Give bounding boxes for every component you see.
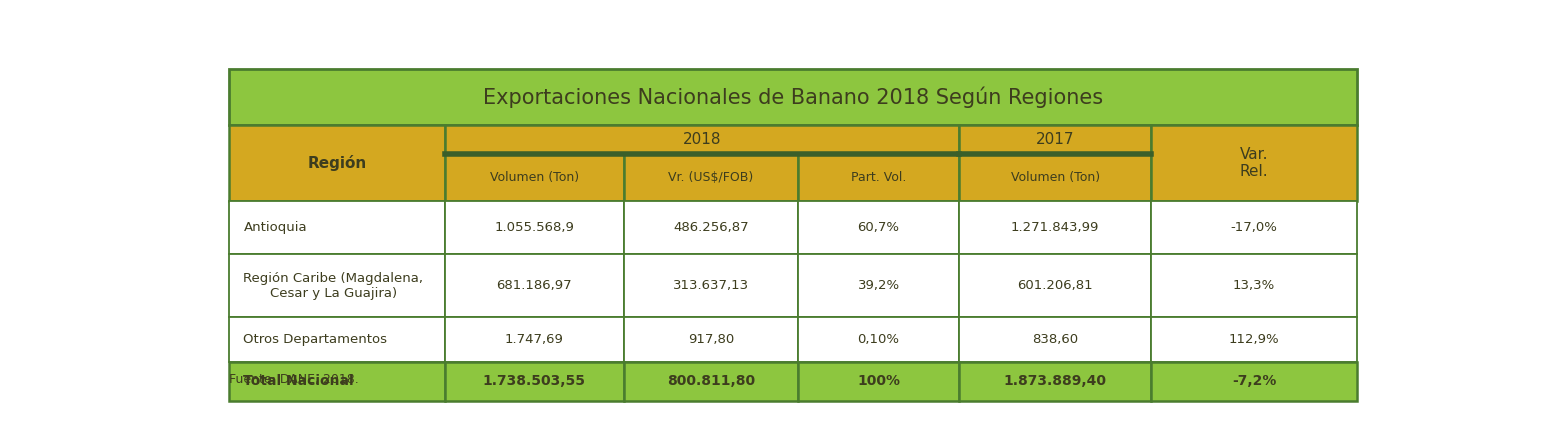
Text: Otros Departamentos: Otros Departamentos	[244, 333, 388, 346]
Bar	[445, 254, 624, 317]
Bar	[445, 201, 624, 254]
Bar	[229, 317, 445, 362]
Text: -7,2%: -7,2%	[1231, 375, 1276, 388]
Text: 13,3%: 13,3%	[1233, 279, 1275, 292]
Text: Antioquia: Antioquia	[244, 221, 307, 234]
Bar	[229, 125, 445, 201]
Bar	[797, 154, 959, 201]
Text: 100%: 100%	[857, 375, 901, 388]
Bar	[624, 201, 797, 254]
Text: 917,80: 917,80	[688, 333, 734, 346]
Bar	[445, 317, 624, 362]
Text: 681.186,97: 681.186,97	[496, 279, 572, 292]
Text: 1.873.889,40: 1.873.889,40	[1004, 375, 1106, 388]
Bar	[959, 317, 1151, 362]
Text: Región: Región	[307, 155, 366, 171]
Text: 112,9%: 112,9%	[1228, 333, 1279, 346]
Bar	[797, 201, 959, 254]
Text: Total Nacional: Total Nacional	[244, 375, 354, 388]
Bar	[797, 362, 959, 401]
Text: Part. Vol.: Part. Vol.	[851, 171, 907, 184]
Bar	[959, 154, 1151, 201]
Text: Vr. (US$/FOB): Vr. (US$/FOB)	[669, 171, 754, 184]
Bar	[1151, 125, 1357, 201]
Bar	[1151, 317, 1357, 362]
Bar	[959, 201, 1151, 254]
Text: 2017: 2017	[1037, 133, 1074, 147]
Text: 486.256,87: 486.256,87	[674, 221, 749, 234]
Text: Volumen (Ton): Volumen (Ton)	[490, 171, 579, 184]
Text: Volumen (Ton): Volumen (Ton)	[1010, 171, 1100, 184]
Bar	[445, 125, 959, 154]
Bar	[229, 362, 445, 401]
Bar	[1151, 201, 1357, 254]
Text: 0,10%: 0,10%	[857, 333, 899, 346]
Bar	[1151, 254, 1357, 317]
Text: 601.206,81: 601.206,81	[1018, 279, 1092, 292]
Bar	[229, 69, 1357, 125]
Bar	[797, 317, 959, 362]
Bar	[624, 254, 797, 317]
Bar	[959, 254, 1151, 317]
Text: -17,0%: -17,0%	[1230, 221, 1278, 234]
Text: 1.738.503,55: 1.738.503,55	[484, 375, 586, 388]
Text: 313.637,13: 313.637,13	[674, 279, 749, 292]
Bar	[1151, 362, 1357, 401]
Bar	[797, 254, 959, 317]
Text: Var.
Rel.: Var. Rel.	[1239, 147, 1268, 179]
Bar	[229, 254, 445, 317]
Text: Región Caribe (Magdalena,
Cesar y La Guajira): Región Caribe (Magdalena, Cesar y La Gua…	[244, 271, 423, 299]
Text: Exportaciones Nacionales de Banano 2018 Según Regiones: Exportaciones Nacionales de Banano 2018 …	[484, 86, 1103, 108]
Bar	[445, 154, 624, 201]
Bar	[624, 362, 797, 401]
Text: 1.271.843,99: 1.271.843,99	[1010, 221, 1100, 234]
Bar	[959, 362, 1151, 401]
Text: 60,7%: 60,7%	[857, 221, 899, 234]
Bar	[229, 201, 445, 254]
Text: 2018: 2018	[683, 133, 722, 147]
Text: 838,60: 838,60	[1032, 333, 1078, 346]
Text: 1.747,69: 1.747,69	[505, 333, 564, 346]
Bar	[624, 317, 797, 362]
Text: 1.055.568,9: 1.055.568,9	[494, 221, 575, 234]
Text: 39,2%: 39,2%	[857, 279, 899, 292]
Bar	[445, 362, 624, 401]
Bar	[959, 125, 1151, 154]
Text: Fuente: DANE, 2018.: Fuente: DANE, 2018.	[229, 373, 358, 386]
Text: 800.811,80: 800.811,80	[667, 375, 756, 388]
Bar	[624, 154, 797, 201]
